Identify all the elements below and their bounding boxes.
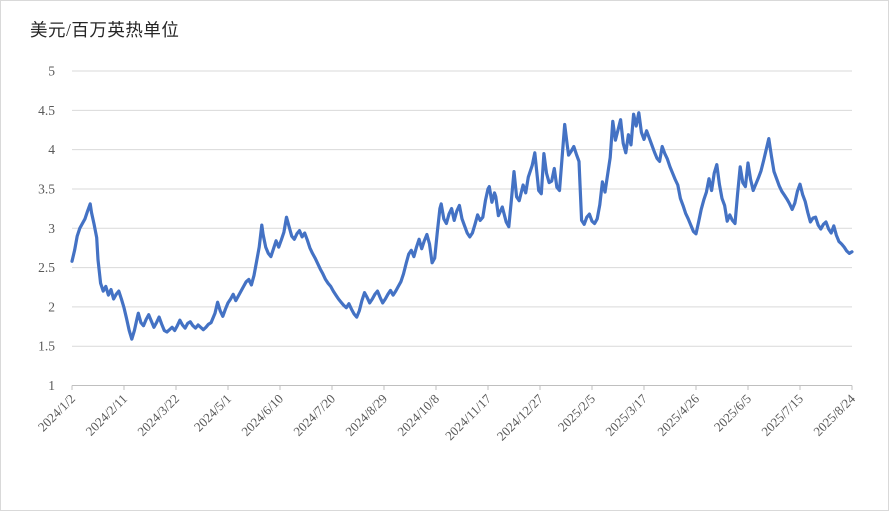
y-axis-tick-label: 4 [48,142,55,157]
x-axis-tick-label: 2024/5/1 [191,391,234,434]
y-axis-tick-label: 3.5 [38,181,55,196]
x-axis-tick-label: 2024/12/27 [494,391,547,444]
x-axis-tick-label: 2024/8/29 [342,391,390,439]
x-axis-tick-label: 2024/2/11 [83,391,131,439]
y-axis-tick-label: 2.5 [38,260,55,275]
x-axis-tick-label: 2024/6/10 [238,391,286,439]
x-axis-tick-label: 2025/7/15 [758,391,806,439]
y-axis-tick-label: 1 [48,378,55,393]
y-axis-tick-label: 1.5 [38,339,55,354]
x-axis-tick-label: 2025/8/24 [810,391,858,439]
y-axis-tick-label: 3 [48,221,55,236]
x-axis-tick-label: 2024/10/8 [394,391,442,439]
x-axis-tick-label: 2024/7/20 [290,391,338,439]
chart-title: 美元/百万英热单位 [30,20,180,40]
x-axis-tick-label: 2025/4/26 [654,391,702,439]
x-axis-tick-label: 2025/6/5 [711,391,754,434]
y-axis-tick-label: 2 [48,299,55,314]
y-axis-tick-label: 5 [48,64,55,79]
price-line-series [70,111,854,341]
x-axis-tick-label: 2024/3/22 [134,391,182,439]
y-axis-tick-label: 4.5 [38,103,55,118]
x-axis-tick-label: 2024/11/17 [442,391,494,443]
x-axis-tick-label: 2025/3/17 [602,391,650,439]
x-axis-tick-label: 2024/1/2 [35,391,78,434]
x-axis-tick-label: 2025/2/5 [555,391,598,434]
